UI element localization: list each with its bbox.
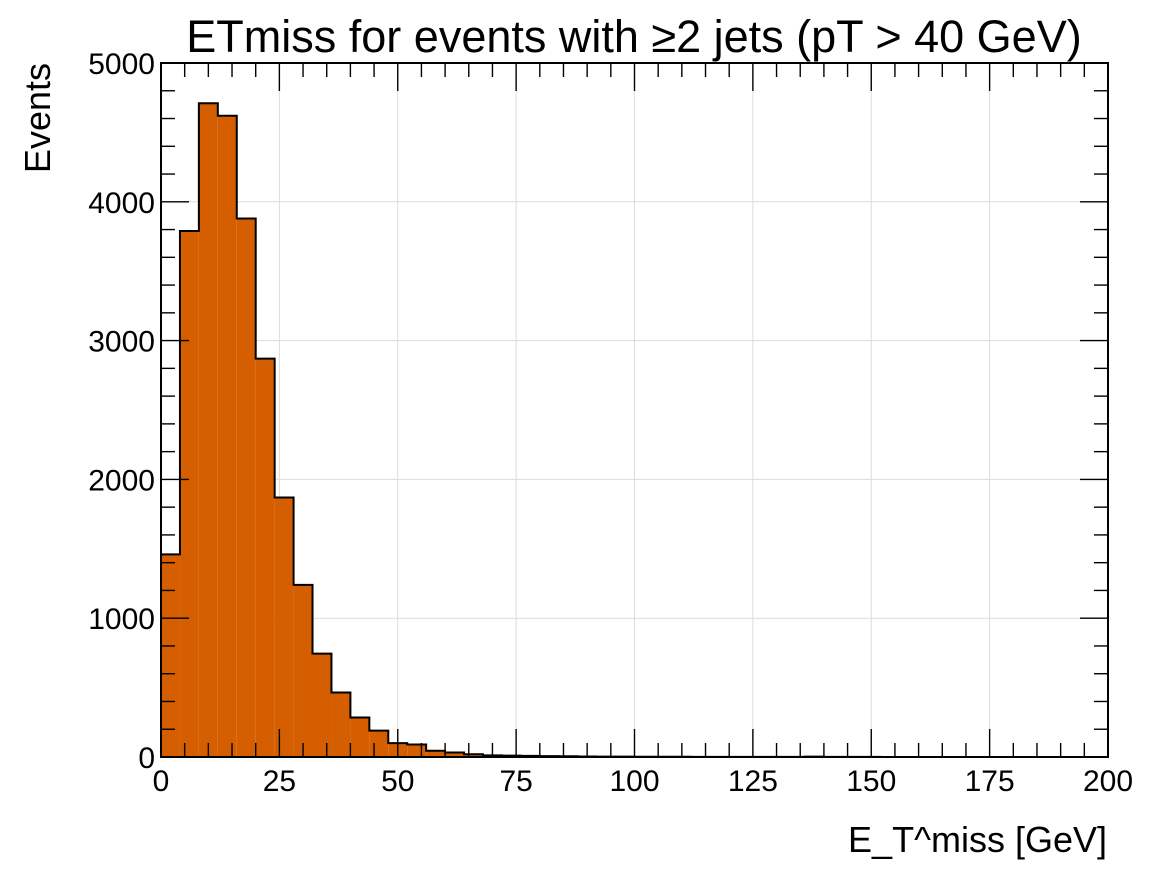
axis-ticks — [160, 62, 1109, 758]
y-tick-label: 1000 — [88, 603, 155, 636]
y-tick-label: 5000 — [88, 48, 155, 81]
x-tick-label: 50 — [381, 765, 414, 798]
x-tick-label: 75 — [499, 765, 532, 798]
histogram-bars — [161, 103, 881, 757]
x-tick-label: 175 — [965, 765, 1015, 798]
x-axis-label: E_T^miss [GeV] — [848, 819, 1107, 860]
y-tick-label: 2000 — [88, 464, 155, 497]
histogram-bar — [331, 692, 351, 757]
histogram-bar — [350, 717, 370, 757]
y-tick-label: 0 — [138, 742, 155, 775]
histogram-bar — [445, 752, 465, 757]
x-tick-label: 25 — [263, 765, 296, 798]
histogram-bar — [369, 730, 389, 757]
y-tick-labels: 0 1000 2000 3000 4000 5000 — [88, 48, 155, 775]
x-tick-labels: 0 25 50 75 100 125 150 175 200 — [153, 765, 1133, 798]
x-tick-label: 125 — [728, 765, 778, 798]
x-tick-label: 0 — [153, 765, 170, 798]
histogram-bar — [161, 554, 180, 757]
histogram-bar — [464, 754, 483, 757]
histogram-bar — [236, 218, 256, 757]
x-tick-label: 150 — [846, 765, 896, 798]
histogram-bar — [407, 744, 427, 757]
grid-lines — [161, 63, 1108, 757]
plot-frame — [160, 62, 1109, 758]
histogram-bar — [217, 115, 237, 757]
histogram-bar — [179, 230, 199, 757]
y-tick-label: 4000 — [88, 187, 155, 220]
y-axis-label: Events — [17, 63, 58, 173]
y-tick-label: 3000 — [88, 326, 155, 359]
histogram-bar — [293, 584, 313, 757]
chart-title: ETmiss for events with ≥2 jets (pT > 40 … — [186, 11, 1081, 62]
histogram-bar — [255, 358, 275, 757]
histogram-bar — [426, 750, 446, 757]
x-tick-label: 200 — [1083, 765, 1133, 798]
histogram-bar — [274, 497, 294, 757]
histogram-bar — [312, 653, 332, 757]
x-tick-label: 100 — [609, 765, 659, 798]
histogram-bar — [198, 103, 218, 757]
